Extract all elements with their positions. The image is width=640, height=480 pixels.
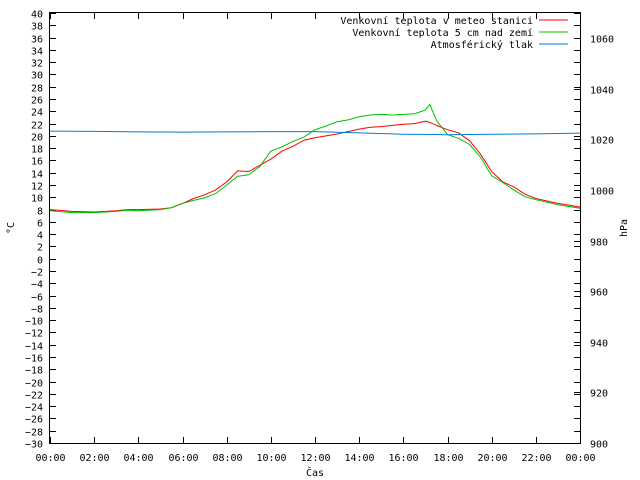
- y-tick-label: 18: [31, 145, 43, 156]
- y-tick-label: 12: [31, 182, 43, 193]
- x-tick-label: 12:00: [300, 453, 330, 464]
- x-tick-label: 14:00: [344, 453, 374, 464]
- x-tick-label: 08:00: [212, 453, 242, 464]
- y-tick-label: −20: [25, 379, 43, 390]
- y-tick-label: 34: [31, 47, 43, 58]
- y2-tick-label: 960: [590, 288, 608, 299]
- y2-tick-label: 1000: [590, 187, 614, 198]
- legend-label-3: Atmosférický tlak: [431, 39, 533, 51]
- axis-ticks: [50, 13, 581, 444]
- series-lines: [49, 103, 581, 214]
- y-tick-label: −4: [31, 280, 43, 291]
- series-line-3: [49, 130, 581, 136]
- legend: Venkovní teplota v meteo staniciVenkovní…: [340, 15, 568, 51]
- y-tick-label: 24: [31, 108, 43, 119]
- y-tick-label: −16: [25, 354, 43, 365]
- y-tick-label: 2: [37, 243, 43, 254]
- y-tick-label: −26: [25, 415, 43, 426]
- y-tick-label: 28: [31, 84, 43, 95]
- y-tick-label: −6: [31, 293, 43, 304]
- y2-axis-tick-labels: 1060 1040 1020 1000 980 960 940 920 900: [590, 35, 614, 451]
- y-tick-label: 22: [31, 121, 43, 132]
- y-tick-label: 36: [31, 35, 43, 46]
- y-tick-label: 4: [37, 231, 43, 242]
- x-axis-tick-labels: 00:00 02:00 04:00 06:00 08:00 10:00 12:00 14:00…: [35, 453, 595, 464]
- x-tick-label: 02:00: [79, 453, 109, 464]
- x-tick-label: 22:00: [521, 453, 551, 464]
- x-tick-label: 18:00: [433, 453, 463, 464]
- series-line-1: [49, 120, 581, 213]
- y-tick-label: 26: [31, 96, 43, 107]
- x-tick-label: 10:00: [256, 453, 286, 464]
- y-tick-label: 14: [31, 170, 43, 181]
- legend-label-2: Venkovní teplota 5 cm nad zemí: [352, 27, 533, 39]
- y2-tick-label: 920: [590, 389, 608, 400]
- y2-tick-label: 1060: [590, 35, 614, 46]
- x-tick-label: 00:00: [565, 453, 595, 464]
- y2-tick-label: 940: [590, 339, 608, 350]
- y-tick-label: −18: [25, 366, 43, 377]
- y-tick-label: 40: [31, 10, 43, 21]
- x-tick-label: 00:00: [35, 453, 65, 464]
- y-axis-label: °C: [6, 222, 17, 234]
- y-tick-label: 6: [37, 219, 43, 230]
- x-tick-label: 16:00: [388, 453, 418, 464]
- plot-frame: [49, 12, 581, 444]
- x-axis-label: Čas: [306, 466, 324, 479]
- series-line-2: [49, 103, 581, 214]
- y2-tick-label: 900: [590, 440, 608, 451]
- y2-tick-label: 1020: [590, 136, 614, 147]
- y-tick-label: 8: [37, 207, 43, 218]
- y-tick-label: −2: [31, 268, 43, 279]
- y-tick-label: 30: [31, 71, 43, 82]
- legend-label-1: Venkovní teplota v meteo stanici: [340, 15, 533, 27]
- y-tick-label: −14: [25, 342, 43, 353]
- y-tick-label: 16: [31, 157, 43, 168]
- y2-tick-label: 1040: [590, 86, 614, 97]
- y-tick-label: 10: [31, 194, 43, 205]
- y-tick-label: −8: [31, 305, 43, 316]
- y-tick-label: −28: [25, 428, 43, 439]
- y-tick-label: 0: [37, 256, 43, 267]
- y-tick-label: −30: [25, 440, 43, 451]
- y-tick-label: 20: [31, 133, 43, 144]
- y-tick-label: −12: [25, 329, 43, 340]
- y-tick-label: −24: [25, 403, 43, 414]
- y-tick-label: 32: [31, 59, 43, 70]
- x-tick-label: 20:00: [477, 453, 507, 464]
- x-tick-label: 06:00: [168, 453, 198, 464]
- y2-axis-label: hPa: [619, 219, 630, 237]
- x-tick-label: 04:00: [123, 453, 153, 464]
- y2-tick-label: 980: [590, 238, 608, 249]
- y-tick-label: −22: [25, 391, 43, 402]
- y-tick-label: 38: [31, 22, 43, 33]
- y-tick-label: −10: [25, 317, 43, 328]
- y-axis-tick-labels: 4038363432302826242220181614121086420−2−…: [25, 10, 43, 451]
